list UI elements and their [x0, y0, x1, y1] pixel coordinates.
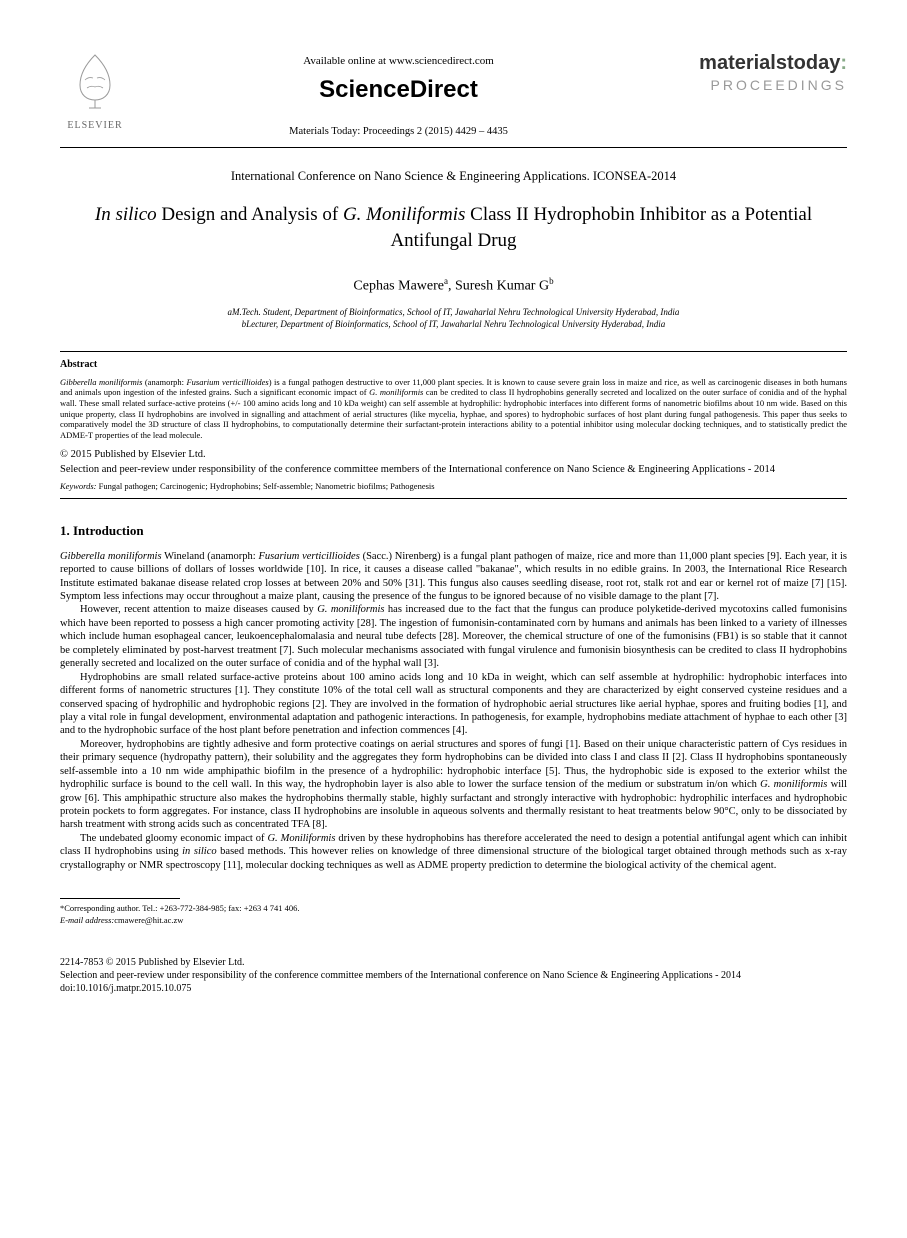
abstract-text: Gibberella moniliformis (anamorph: Fusar… — [60, 377, 847, 441]
available-online-text: Available online at www.sciencedirect.co… — [130, 54, 667, 68]
affiliation-b: bLecturer, Department of Bioinformatics,… — [60, 318, 847, 331]
sciencedirect-logo: ScienceDirect — [130, 74, 667, 105]
selection-line: Selection and peer-review under responsi… — [60, 463, 847, 477]
elsevier-label: ELSEVIER — [60, 119, 130, 132]
intro-para-3: Hydrophobins are small related surface-a… — [60, 671, 847, 738]
intro-para-1: Gibberella moniliformis Wineland (anamor… — [60, 550, 847, 604]
abstract-bottom-rule — [60, 498, 847, 499]
keywords: Keywords: Fungal pathogen; Carcinogenic;… — [60, 481, 847, 492]
abstract-top-rule — [60, 351, 847, 352]
header-row: ELSEVIER Available online at www.science… — [60, 50, 847, 139]
author-1: Cephas Mawere — [353, 278, 444, 293]
introduction-body: Gibberella moniliformis Wineland (anamor… — [60, 550, 847, 873]
elsevier-logo: ELSEVIER — [60, 50, 130, 132]
journal-logo: materialstoday: PROCEEDINGS — [667, 50, 847, 95]
footer-doi: doi:10.1016/j.matpr.2015.10.075 — [60, 982, 847, 995]
intro-para-2: However, recent attention to maize disea… — [60, 603, 847, 670]
copyright-block: © 2015 Published by Elsevier Ltd. Select… — [60, 448, 847, 476]
author-2: Suresh Kumar G — [455, 278, 549, 293]
elsevier-tree-icon — [65, 50, 125, 110]
affiliation-a: aM.Tech. Student, Department of Bioinfor… — [60, 306, 847, 319]
intro-para-5: The undebated gloomy economic impact of … — [60, 832, 847, 872]
footer: 2214-7853 © 2015 Published by Elsevier L… — [60, 956, 847, 995]
center-header: Available online at www.sciencedirect.co… — [130, 50, 667, 139]
conference-name: International Conference on Nano Science… — [60, 168, 847, 184]
abstract-heading: Abstract — [60, 358, 847, 371]
article-title: In silico Design and Analysis of G. Moni… — [60, 202, 847, 253]
affiliations: aM.Tech. Student, Department of Bioinfor… — [60, 306, 847, 331]
footnote: *Corresponding author. Tel.: +263-772-38… — [60, 903, 847, 926]
journal-subtitle: PROCEEDINGS — [711, 77, 847, 93]
authors: Cephas Mawerea, Suresh Kumar Gb — [60, 276, 847, 296]
footer-issn: 2214-7853 © 2015 Published by Elsevier L… — [60, 956, 847, 969]
journal-name: materialstoday: — [699, 52, 847, 74]
footer-selection: Selection and peer-review under responsi… — [60, 969, 847, 982]
email-line: E-mail address:cmawere@hit.ac.zw — [60, 915, 847, 926]
corresponding-author: *Corresponding author. Tel.: +263-772-38… — [60, 903, 847, 914]
footnote-rule — [60, 898, 180, 899]
header-rule — [60, 147, 847, 148]
proceedings-citation: Materials Today: Proceedings 2 (2015) 44… — [130, 125, 667, 139]
intro-para-4: Moreover, hydrophobins are tightly adhes… — [60, 738, 847, 832]
copyright-line: © 2015 Published by Elsevier Ltd. — [60, 448, 847, 462]
introduction-heading: 1. Introduction — [60, 523, 847, 540]
